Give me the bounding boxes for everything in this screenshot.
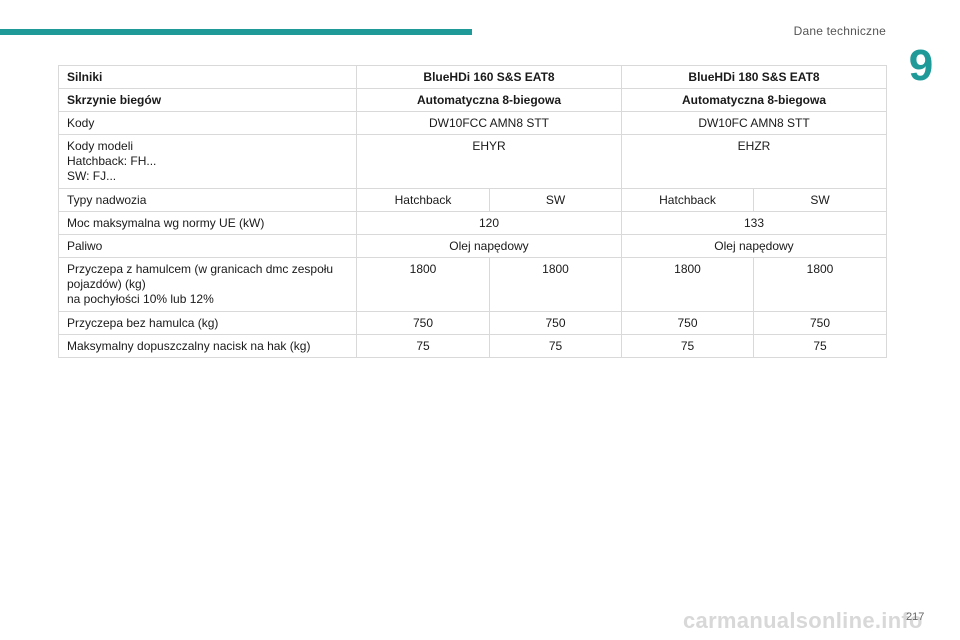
table-row-body-types: Typy nadwozia Hatchback SW Hatchback SW (58, 188, 887, 212)
power-180: 133 (621, 211, 887, 235)
row-label-gearbox: Skrzynie biegów (58, 88, 357, 112)
code-180: DW10FC AMN8 STT (621, 111, 887, 135)
header-accent-bar (0, 29, 472, 35)
engine-specs-table: Silniki BlueHDi 160 S&S EAT8 BlueHDi 180… (58, 65, 887, 358)
page-number: 217 (906, 611, 925, 623)
table-row-unbraked-trailer: Przyczepa bez hamulca (kg) 750 750 750 7… (58, 311, 887, 335)
table-row-codes: Kody DW10FCC AMN8 STT DW10FC AMN8 STT (58, 111, 887, 135)
fuel-180: Olej napędowy (621, 234, 887, 258)
braked-trailer-cell: 1800 (356, 257, 490, 312)
hitch-load-cell: 75 (356, 334, 490, 358)
model-code-160: EHYR (356, 134, 622, 189)
row-label-power: Moc maksymalna wg normy UE (kW) (58, 211, 357, 235)
model-codes-label-line: Hatchback: FH... (67, 154, 157, 168)
model-code-180: EHZR (621, 134, 887, 189)
row-label-model-codes: Kody modeli Hatchback: FH... SW: FJ... (58, 134, 357, 189)
gearbox-180: Automatyczna 8-biegowa (621, 88, 887, 112)
body-type-cell: SW (489, 188, 622, 212)
row-label-fuel: Paliwo (58, 234, 357, 258)
braked-trailer-cell: 1800 (753, 257, 887, 312)
gearbox-160: Automatyczna 8-biegowa (356, 88, 622, 112)
unbraked-trailer-cell: 750 (621, 311, 754, 335)
braked-trailer-cell: 1800 (489, 257, 622, 312)
table-row-model-codes: Kody modeli Hatchback: FH... SW: FJ... E… (58, 134, 887, 189)
row-label-unbraked-trailer: Przyczepa bez hamulca (kg) (58, 311, 357, 335)
braked-trailer-cell: 1800 (621, 257, 754, 312)
engine-180-heading: BlueHDi 180 S&S EAT8 (621, 65, 887, 89)
model-codes-label-line: SW: FJ... (67, 169, 117, 183)
table-row-fuel: Paliwo Olej napędowy Olej napędowy (58, 234, 887, 258)
body-type-cell: SW (753, 188, 887, 212)
hitch-load-cell: 75 (753, 334, 887, 358)
engine-160-heading: BlueHDi 160 S&S EAT8 (356, 65, 622, 89)
code-160: DW10FCC AMN8 STT (356, 111, 622, 135)
hitch-load-cell: 75 (489, 334, 622, 358)
table-row-hitch-load: Maksymalny dopuszczalny nacisk na hak (k… (58, 334, 887, 358)
chapter-number: 9 (908, 41, 934, 90)
fuel-160: Olej napędowy (356, 234, 622, 258)
unbraked-trailer-cell: 750 (356, 311, 490, 335)
row-label-engines: Silniki (58, 65, 357, 89)
section-title: Dane techniczne (793, 24, 886, 38)
watermark: carmanualsonline.info (683, 608, 923, 633)
row-label-hitch-load: Maksymalny dopuszczalny nacisk na hak (k… (58, 334, 357, 358)
braked-trailer-label-line: na pochyłości 10% lub 12% (67, 292, 214, 306)
table-row-gearbox: Skrzynie biegów Automatyczna 8-biegowa A… (58, 88, 887, 112)
row-label-braked-trailer: Przyczepa z hamulcem (w granicach dmc ze… (58, 257, 357, 312)
braked-trailer-label-line: Przyczepa z hamulcem (w granicach dmc ze… (67, 262, 334, 276)
table-row-braked-trailer: Przyczepa z hamulcem (w granicach dmc ze… (58, 257, 887, 312)
body-type-cell: Hatchback (621, 188, 754, 212)
unbraked-trailer-cell: 750 (753, 311, 887, 335)
row-label-body-types: Typy nadwozia (58, 188, 357, 212)
model-codes-label-line: Kody modeli (67, 139, 134, 153)
table-row-power: Moc maksymalna wg normy UE (kW) 120 133 (58, 211, 887, 235)
unbraked-trailer-cell: 750 (489, 311, 622, 335)
power-160: 120 (356, 211, 622, 235)
row-label-codes: Kody (58, 111, 357, 135)
body-type-cell: Hatchback (356, 188, 490, 212)
hitch-load-cell: 75 (621, 334, 754, 358)
table-row-engines: Silniki BlueHDi 160 S&S EAT8 BlueHDi 180… (58, 65, 887, 89)
braked-trailer-label-line: pojazdów) (kg) (67, 277, 146, 291)
